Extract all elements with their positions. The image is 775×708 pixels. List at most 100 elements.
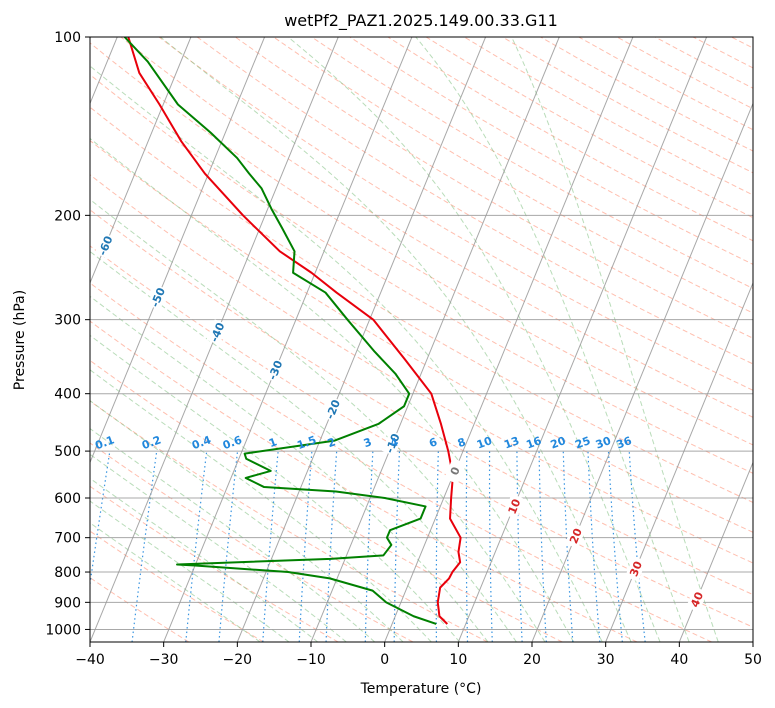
mixing-ratio-line xyxy=(538,451,547,642)
mixing-ratio-line xyxy=(185,451,208,642)
y-tick-label: 800 xyxy=(54,565,81,581)
moist-adiabat-line xyxy=(90,250,517,642)
mixing-ratio-label: 0.1 xyxy=(93,433,116,452)
isotherm-label: 30 xyxy=(627,559,645,578)
isotherm-label-bg xyxy=(264,357,286,383)
mixing-ratio-line xyxy=(262,451,279,642)
mixing-ratio-label: 2 xyxy=(326,435,338,450)
isotherm-label-bg xyxy=(381,430,404,457)
moist-adiabat-line xyxy=(90,477,319,642)
isotherm-line xyxy=(163,37,413,642)
isotherm-line xyxy=(90,37,266,464)
isotherm-line xyxy=(605,281,753,642)
mixing-ratio-label: 10 xyxy=(475,434,494,452)
mixing-ratio-line xyxy=(607,451,623,642)
dry-adiabat-line xyxy=(90,42,753,446)
y-tick-label: 900 xyxy=(54,595,81,611)
mixing-ratio-line xyxy=(628,451,646,642)
mixing-ratio-label: 16 xyxy=(524,434,543,452)
moist-adiabat-line xyxy=(90,198,546,642)
x-tick-label: 0 xyxy=(380,652,389,668)
isotherm-line xyxy=(678,461,753,642)
dry-adiabat-line xyxy=(90,530,264,642)
moist-adiabat-line xyxy=(287,37,661,642)
x-tick-label: −10 xyxy=(296,652,326,668)
isotherm-line xyxy=(310,37,560,642)
mixing-ratio-label: 0.4 xyxy=(190,433,213,452)
isotherm-label-bg xyxy=(322,396,344,423)
tick-layer: −40 −30 −20 −10 0 10 20 30 40 50 1000 900 800 700 600 5… xyxy=(45,30,762,668)
moist-adiabat-line xyxy=(415,37,690,642)
isotherm-label: 20 xyxy=(567,526,585,545)
mixing-ratio-label: 8 xyxy=(456,435,468,450)
y-tick-label: 600 xyxy=(54,491,81,507)
dewpoint-profile-line xyxy=(123,37,437,625)
y-tick-label: 200 xyxy=(54,208,81,224)
mixing-ratio-label: 0.6 xyxy=(221,433,244,452)
mixing-ratio-label: 0.2 xyxy=(140,433,163,452)
isotherm-line xyxy=(90,37,192,285)
y-tick-label: 100 xyxy=(54,30,81,46)
x-tick-label: −40 xyxy=(75,652,105,668)
isotherm-label-bg xyxy=(686,586,708,613)
mixing-ratio-line xyxy=(516,451,523,642)
mixing-ratio-line xyxy=(90,451,111,588)
isotherm-label-bg xyxy=(147,284,169,311)
mixing-ratio-line xyxy=(298,451,313,642)
mixing-ratio-line xyxy=(325,451,338,642)
dry-adiabat-line xyxy=(90,139,753,533)
dry-adiabat-line xyxy=(120,37,753,418)
temperature-profile-line xyxy=(127,37,462,625)
moist-adiabat-line xyxy=(90,453,347,642)
moist-adiabat-line xyxy=(90,137,575,642)
dry-adiabat-line xyxy=(90,106,753,503)
isotherm-label-bg xyxy=(94,232,116,259)
x-tick-label: 40 xyxy=(670,652,688,668)
x-tick-label: 10 xyxy=(449,652,467,668)
plot-frame xyxy=(89,36,754,643)
y-axis-label: Pressure (hPa) xyxy=(12,290,28,390)
dry-adiabat-line xyxy=(90,245,753,628)
isotherm-label: 40 xyxy=(688,590,706,609)
mixing-ratio-line xyxy=(435,451,439,642)
isotherm-label-bg xyxy=(503,493,525,520)
y-tick-label: 500 xyxy=(54,444,81,460)
isotherm-label-bg xyxy=(444,458,466,484)
chart-title: wetPf2_PAZ1.2025.149.00.33.G11 xyxy=(284,11,558,31)
mixing-ratio-label: 20 xyxy=(549,434,568,452)
mixing-ratio-label: 6 xyxy=(427,435,439,450)
mixing-ratio-label: 30 xyxy=(594,434,613,452)
y-tick-label: 400 xyxy=(54,387,81,403)
x-axis-label: Temperature (°C) xyxy=(360,681,482,697)
series-layer xyxy=(123,37,462,625)
mixing-ratio-label: 25 xyxy=(573,434,592,451)
grid-layer xyxy=(90,37,753,642)
mixing-ratio-line xyxy=(465,451,469,642)
mixing-ratio-line xyxy=(587,451,601,642)
dry-adiabat-line xyxy=(90,400,488,642)
moist-adiabat-line xyxy=(160,37,632,642)
isotherm-label: 10 xyxy=(506,497,524,516)
dry-adiabat-line xyxy=(90,320,638,642)
mixing-ratio-label: 1 xyxy=(267,435,279,450)
dry-adiabat-line xyxy=(311,37,753,289)
x-tick-label: −20 xyxy=(223,652,253,668)
isotherm-line xyxy=(384,37,634,642)
x-tick-label: 50 xyxy=(744,652,762,668)
dry-adiabat-line xyxy=(158,37,753,391)
isotherm-label-bg xyxy=(625,555,647,582)
y-tick-label: 700 xyxy=(54,531,81,547)
x-tick-label: 30 xyxy=(597,652,615,668)
isotherm-label-bg xyxy=(206,319,228,346)
mixing-ratio-line xyxy=(364,451,374,642)
x-tick-label: 20 xyxy=(523,652,541,668)
mixing-ratio-label: 3 xyxy=(362,435,374,450)
dry-adiabat-line xyxy=(90,485,339,642)
dry-adiabat-line xyxy=(90,282,712,642)
dry-adiabat-line xyxy=(90,209,753,596)
moist-adiabat-line xyxy=(90,369,432,642)
isotherm-line xyxy=(236,37,487,642)
mixing-ratio-line xyxy=(218,451,239,642)
isotherm-line xyxy=(457,37,708,642)
